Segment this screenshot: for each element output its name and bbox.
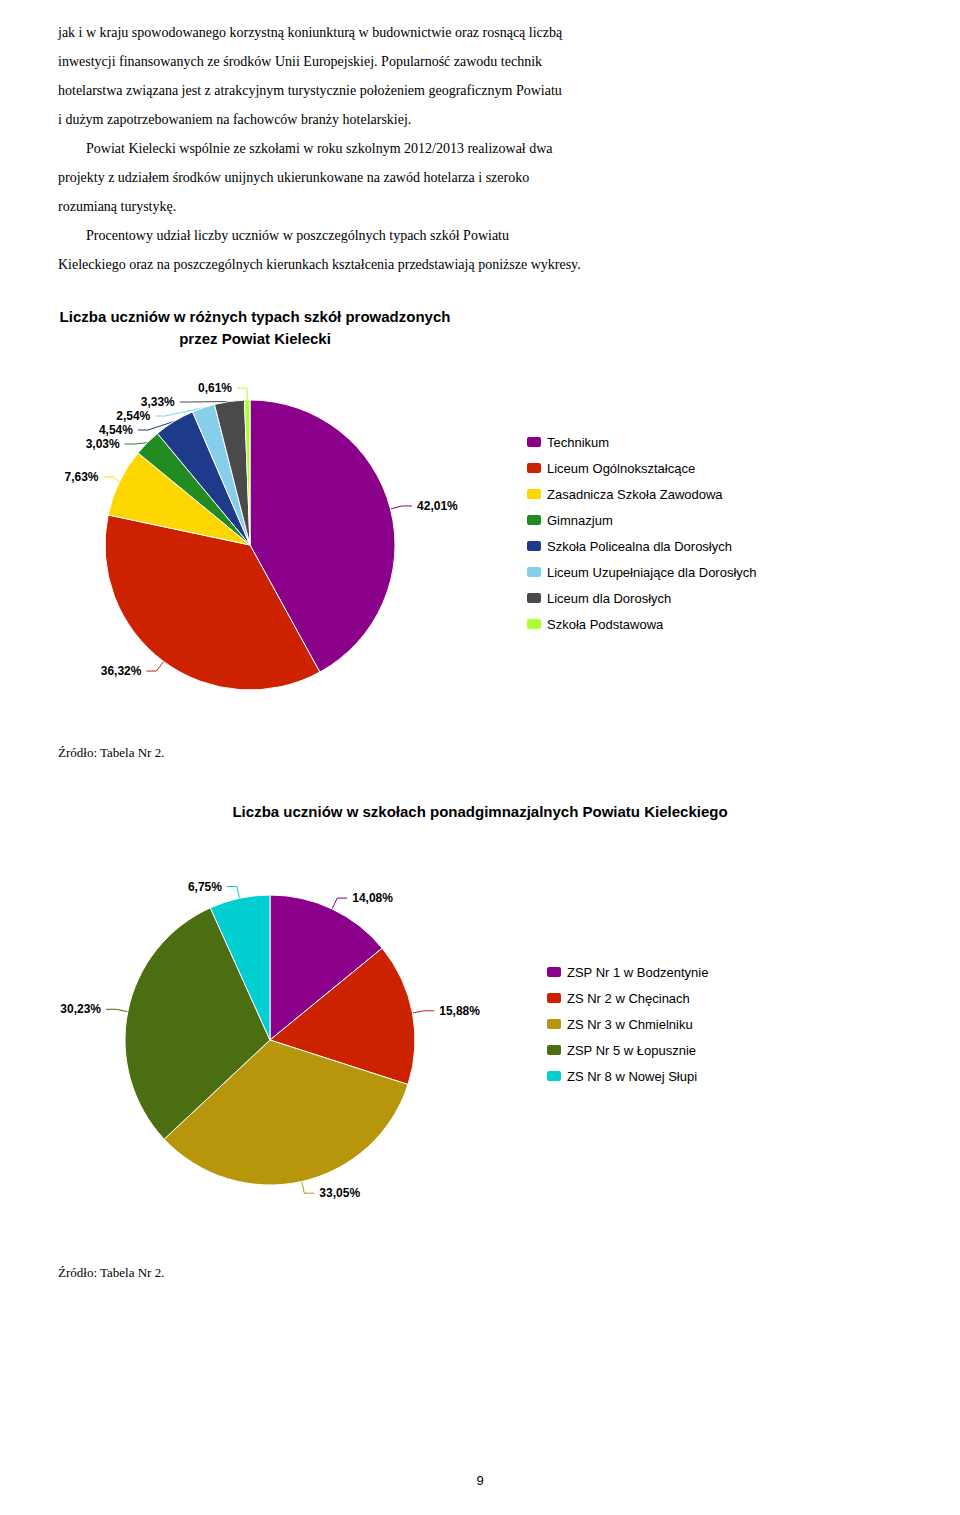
svg-text:6,75%: 6,75% [188,880,222,894]
svg-text:hotelarstwa związana jest z at: hotelarstwa związana jest z atrakcyjnym … [58,83,562,98]
svg-text:i dużym zapotrzebowaniem na fa: i dużym zapotrzebowaniem na fachowców br… [58,112,411,127]
svg-text:Powiat Kielecki wspólnie ze sz: Powiat Kielecki wspólnie ze szkołami w r… [58,141,553,156]
svg-text:projekty z udziałem środków un: projekty z udziałem środków unijnych uki… [58,170,529,185]
svg-text:Źródło: Tabela Nr 2.: Źródło: Tabela Nr 2. [58,1265,164,1280]
svg-text:9: 9 [476,1473,483,1488]
svg-text:30,23%: 30,23% [60,1002,101,1016]
svg-text:42,01%: 42,01% [417,499,458,513]
svg-text:36,32%: 36,32% [101,664,142,678]
svg-text:Gimnazjum: Gimnazjum [547,513,613,528]
svg-text:Kieleckiego oraz na poszczegól: Kieleckiego oraz na poszczególnych kieru… [58,257,581,272]
svg-text:4,54%: 4,54% [99,423,133,437]
svg-text:ZSP Nr 1 w Bodzentynie: ZSP Nr 1 w Bodzentynie [567,965,708,980]
svg-text:14,08%: 14,08% [352,891,393,905]
svg-text:Zasadnicza Szkoła Zawodowa: Zasadnicza Szkoła Zawodowa [547,487,723,502]
svg-text:7,63%: 7,63% [64,470,98,484]
svg-text:ZS Nr 2 w Chęcinach: ZS Nr 2 w Chęcinach [567,991,690,1006]
svg-text:15,88%: 15,88% [439,1004,480,1018]
svg-text:Procentowy udział liczby uczni: Procentowy udział liczby uczniów w poszc… [58,228,509,243]
svg-text:0,61%: 0,61% [198,381,232,395]
svg-text:2,54%: 2,54% [116,409,150,423]
svg-text:Liceum dla Dorosłych: Liceum dla Dorosłych [547,591,671,606]
svg-text:przez Powiat Kielecki: przez Powiat Kielecki [179,330,331,347]
svg-text:Technikum: Technikum [547,435,609,450]
svg-text:ZSP Nr 5 w Łopusznie: ZSP Nr 5 w Łopusznie [567,1043,696,1058]
svg-text:inwestycji finansowanych ze śr: inwestycji finansowanych ze środków Unii… [58,54,542,69]
svg-text:rozumianą turystykę.: rozumianą turystykę. [58,199,176,214]
svg-text:Liczba uczniów w różnych typac: Liczba uczniów w różnych typach szkół pr… [60,308,451,325]
svg-text:3,33%: 3,33% [141,395,175,409]
svg-text:ZS Nr 8 w Nowej Słupi: ZS Nr 8 w Nowej Słupi [567,1069,697,1084]
svg-text:jak i w kraju spowodowanego ko: jak i w kraju spowodowanego korzystną ko… [57,25,563,40]
svg-text:ZS Nr 3 w Chmielniku: ZS Nr 3 w Chmielniku [567,1017,693,1032]
svg-text:3,03%: 3,03% [86,437,120,451]
svg-text:Liceum Uzupełniające dla Doros: Liceum Uzupełniające dla Dorosłych [547,565,757,580]
svg-text:Szkoła Podstawowa: Szkoła Podstawowa [547,617,664,632]
svg-text:33,05%: 33,05% [319,1186,360,1200]
svg-text:Liceum Ogólnokształcące: Liceum Ogólnokształcące [547,461,695,476]
svg-text:Liczba uczniów w szkołach pona: Liczba uczniów w szkołach ponadgimnazjal… [232,803,727,820]
svg-text:Szkoła Policealna dla Dorosłyc: Szkoła Policealna dla Dorosłych [547,539,732,554]
svg-text:Źródło: Tabela Nr 2.: Źródło: Tabela Nr 2. [58,745,164,760]
